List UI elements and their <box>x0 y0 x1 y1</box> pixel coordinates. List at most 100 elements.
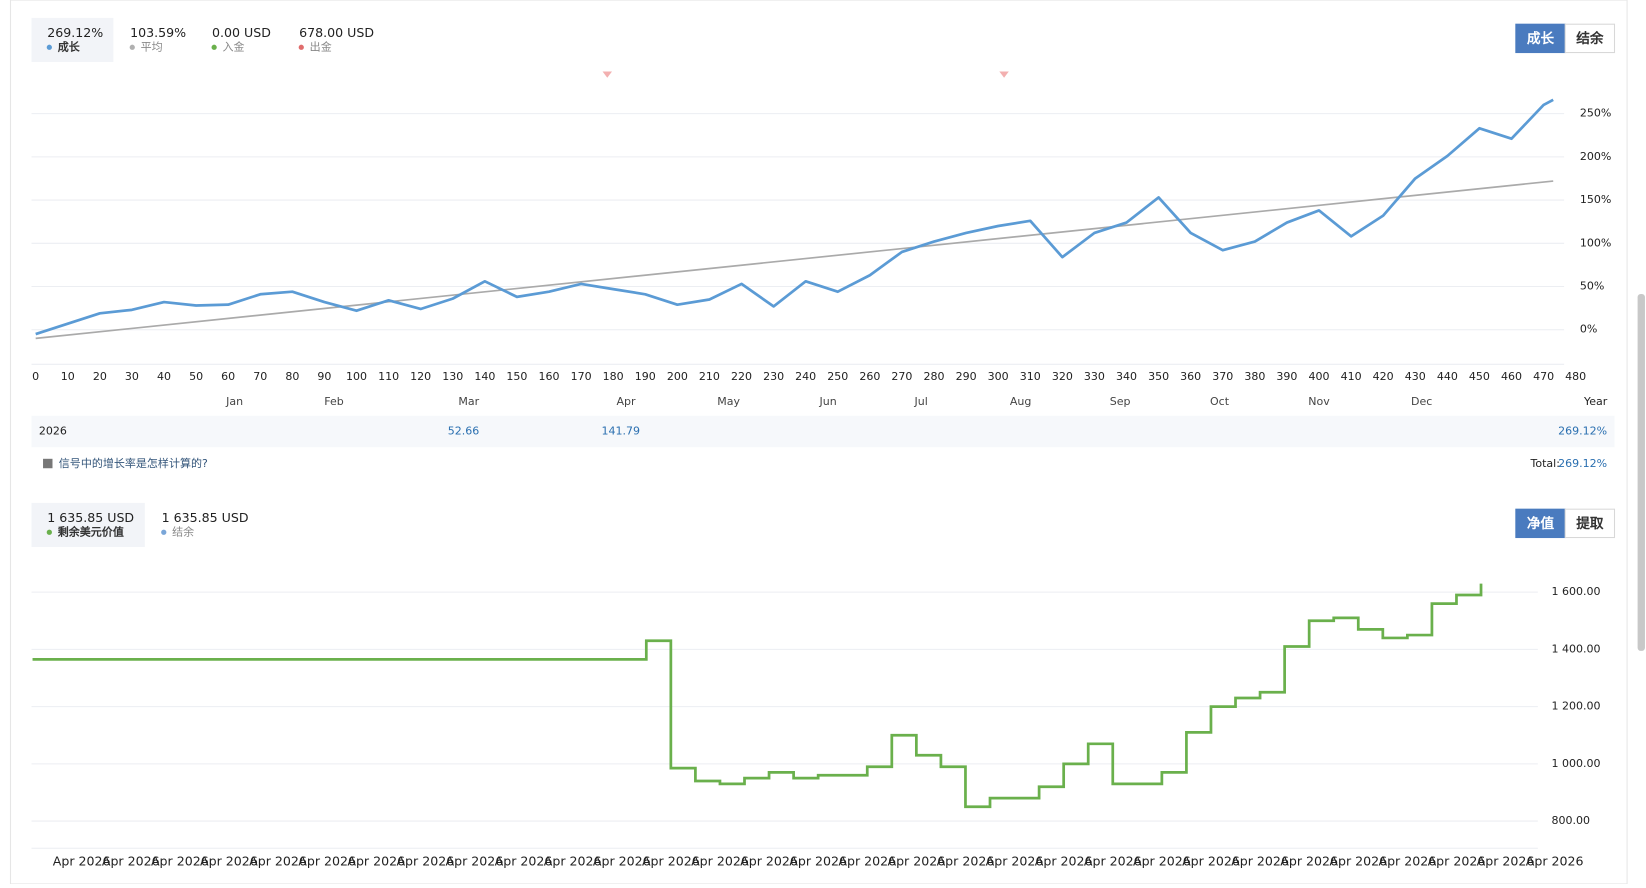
x-tick-label: 290 <box>956 370 977 383</box>
x-tick-label: 190 <box>635 370 656 383</box>
stat-dot <box>129 44 135 50</box>
month-label: Nov <box>1308 395 1330 408</box>
x-tick-label: Apr 2026 <box>249 853 307 868</box>
x-tick-label: Apr 2026 <box>1428 853 1486 868</box>
x-tick-label: 280 <box>923 370 944 383</box>
y-tick-label: 200% <box>1580 150 1612 163</box>
x-tick-label: Apr 2026 <box>1329 853 1387 868</box>
info-icon <box>43 458 53 469</box>
x-tick-label: 370 <box>1212 370 1233 383</box>
x-tick-label: Apr 2026 <box>1231 853 1289 868</box>
x-tick-label: Apr 2026 <box>1133 853 1191 868</box>
y-tick-label: 100% <box>1580 236 1612 249</box>
y-tick-label: 800.00 <box>1552 814 1591 827</box>
marker <box>602 71 613 78</box>
month-label: Jun <box>819 395 837 408</box>
stat-dot <box>298 44 304 50</box>
month-label: May <box>717 395 740 408</box>
x-tick-label: 480 <box>1565 370 1586 383</box>
y-tick-label: 1 200.00 <box>1552 700 1601 713</box>
x-tick-label: 20 <box>93 370 107 383</box>
x-tick-label: 360 <box>1180 370 1201 383</box>
toggle-label[interactable]: 净值 <box>1527 515 1555 532</box>
x2-axis-label: Year <box>1583 395 1608 408</box>
toggle-label[interactable]: 结余 <box>1576 30 1604 47</box>
y-tick-label: 1 000.00 <box>1552 757 1601 770</box>
y-tick-label: 1 400.00 <box>1552 642 1601 655</box>
toggle-label[interactable]: 成长 <box>1527 30 1555 47</box>
x-tick-label: 300 <box>988 370 1009 383</box>
x-tick-label: Apr 2026 <box>986 853 1044 868</box>
marker <box>999 71 1009 78</box>
x-tick-label: Apr 2026 <box>838 853 896 868</box>
toggle-button[interactable] <box>1564 508 1616 539</box>
x-tick-label: Apr 2026 <box>53 853 111 868</box>
x-tick-label: 320 <box>1052 370 1073 383</box>
x-tick-label: Apr 2026 <box>495 853 553 868</box>
x-tick-label: 50 <box>189 370 203 383</box>
x-tick-label: 70 <box>253 370 267 383</box>
month-label: Dec <box>1411 395 1432 408</box>
stat-label: 成长 <box>58 39 81 53</box>
stat-value: 269.12% <box>47 25 103 40</box>
footnote[interactable]: 信号中的增长率是怎样计算的? <box>59 456 208 470</box>
toggle-button[interactable] <box>1564 23 1616 54</box>
x-tick-label: 310 <box>1020 370 1041 383</box>
trend-line <box>35 180 1554 340</box>
x-tick-label: 390 <box>1276 370 1297 383</box>
x-tick-label: 430 <box>1405 370 1426 383</box>
stat-value: 0.00 USD <box>212 25 271 40</box>
scrollbar[interactable] <box>1637 293 1645 651</box>
y-tick-label: 0% <box>1580 323 1597 336</box>
x-tick-label: 470 <box>1533 370 1554 383</box>
total-value: 269.12% <box>1558 457 1607 470</box>
x-tick-label: Apr 2026 <box>1280 853 1338 868</box>
x-tick-label: Apr 2026 <box>1084 853 1142 868</box>
x-tick-label: 260 <box>859 370 880 383</box>
x-tick-label: 180 <box>603 370 624 383</box>
x-tick-label: Apr 2026 <box>347 853 405 868</box>
stat-value: 1 635.85 USD <box>47 510 134 525</box>
x-tick-label: 160 <box>539 370 560 383</box>
year-label: 2026 <box>39 425 67 438</box>
x-tick-label: Apr 2026 <box>740 853 798 868</box>
x-tick-label: 400 <box>1308 370 1329 383</box>
x-tick-label: 270 <box>891 370 912 383</box>
stat-active-bg <box>31 502 145 547</box>
year-total: 269.12% <box>1558 425 1607 438</box>
x-tick-label: Apr 2026 <box>691 853 749 868</box>
x-tick-label: Apr 2026 <box>1182 853 1240 868</box>
x-tick-label: 110 <box>378 370 399 383</box>
x-tick-label: Apr 2026 <box>642 853 700 868</box>
stat-active-bg <box>31 17 114 62</box>
x-tick-label: Apr 2026 <box>151 853 209 868</box>
x-tick-label: Apr 2026 <box>396 853 454 868</box>
x-tick-label: Apr 2026 <box>1477 853 1535 868</box>
stat-dot <box>161 529 167 535</box>
stat-label: 入金 <box>223 39 245 53</box>
x-tick-label: Apr 2026 <box>200 853 258 868</box>
x-tick-label: 380 <box>1244 370 1265 383</box>
x-tick-label: 90 <box>317 370 331 383</box>
x-tick-label: Apr 2026 <box>887 853 945 868</box>
series-line <box>35 98 1554 336</box>
x-tick-label: 0 <box>32 370 39 383</box>
x-tick-label: 230 <box>763 370 784 383</box>
toggle-label[interactable]: 提取 <box>1576 516 1604 532</box>
x-tick-label: 60 <box>221 370 235 383</box>
x-tick-label: 80 <box>285 370 299 383</box>
x-tick-label: Apr 2026 <box>1526 853 1584 868</box>
x-tick-label: 170 <box>571 370 592 383</box>
year-row <box>31 415 1615 448</box>
month-label: Jan <box>225 395 243 408</box>
x-tick-label: 120 <box>410 370 431 383</box>
x-tick-label: 420 <box>1373 370 1394 383</box>
month-label: Sep <box>1110 395 1131 408</box>
x-tick-label: Apr 2026 <box>102 853 160 868</box>
x-tick-label: Apr 2026 <box>1035 853 1093 868</box>
stat-dot <box>211 44 217 50</box>
stat-value: 103.59% <box>130 25 186 40</box>
stat-dot <box>46 44 52 50</box>
x-tick-label: 40 <box>157 370 171 383</box>
y-tick-label: 1 600.00 <box>1552 585 1601 598</box>
